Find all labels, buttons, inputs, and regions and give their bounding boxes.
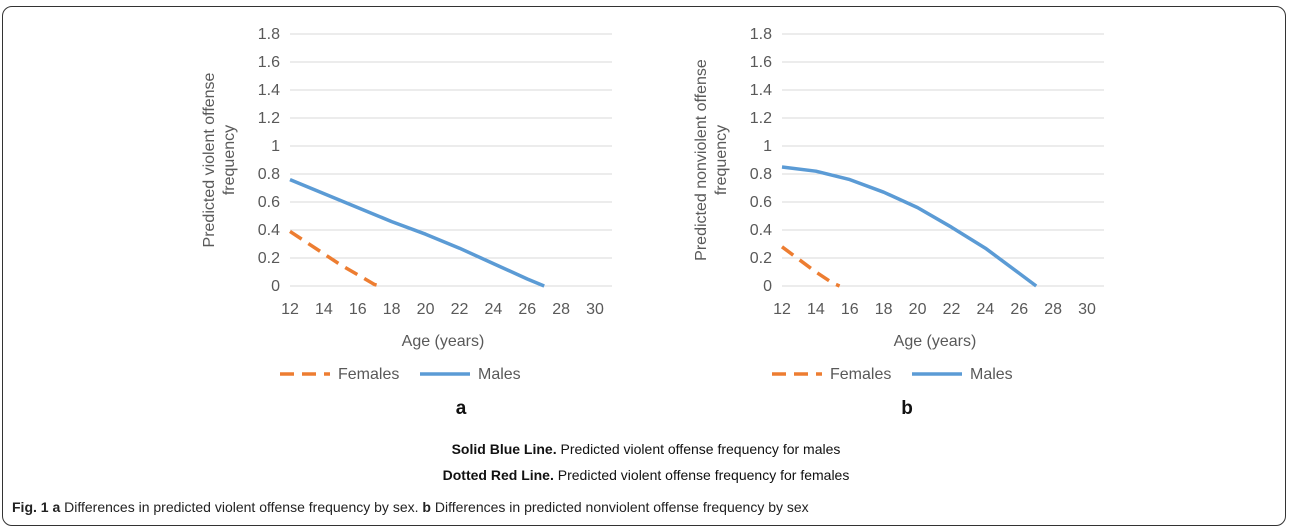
series-line-males: [781, 165, 1038, 288]
y-tick-label: 0.6: [750, 194, 772, 211]
y-axis-title-line: frequency: [713, 125, 730, 195]
legend-note-blue: Solid Blue Line. Predicted violent offen…: [0, 441, 1292, 457]
y-axis-title-line: frequency: [221, 125, 238, 195]
x-tick-label: 20: [417, 301, 435, 318]
chart-a: 0 0.2 0.4 0.6 0.8 1 1.2 1.4 1.6 1.8 12 14 16 18 20 22 24…: [201, 26, 612, 383]
x-tick-label: 26: [518, 301, 536, 318]
x-axis-title: Age (years): [402, 333, 485, 350]
y-tick-label: 0.8: [750, 166, 772, 183]
caption-fig-label: Fig. 1: [12, 499, 49, 515]
legend-label-males: Males: [970, 366, 1013, 383]
y-tick-label: 0.6: [258, 194, 280, 211]
series-line-males: [289, 177, 545, 288]
x-axis-title: Age (years): [894, 333, 977, 350]
y-tick-label: 1.8: [750, 26, 772, 43]
y-tick-label: 1.2: [750, 110, 772, 127]
caption-a-letter: a: [52, 499, 61, 515]
note-1-text: Predicted violent offense frequency for …: [556, 441, 841, 457]
y-axis-title-line: Predicted nonviolent offense: [693, 59, 710, 261]
legend-label-females: Females: [338, 366, 399, 383]
x-tick-label: 16: [841, 301, 859, 318]
caption-a-text: Differences in predicted violent offense…: [60, 499, 423, 515]
x-tick-label: 28: [1044, 301, 1062, 318]
x-tick-label: 16: [349, 301, 367, 318]
legend-label-females: Females: [830, 366, 891, 383]
y-tick-label: 1.6: [258, 54, 280, 71]
note-2-bold: Dotted Red Line.: [442, 467, 554, 483]
x-tick-label: 24: [976, 301, 994, 318]
x-tick-label: 14: [315, 301, 333, 318]
chart-b: 0 0.2 0.4 0.6 0.8 1 1.2 1.4 1.6 1.8 12 14 16 18 20 22 24…: [693, 26, 1104, 383]
figure-caption: Fig. 1 a Differences in predicted violen…: [12, 499, 809, 515]
y-tick-label: 0.4: [258, 222, 280, 239]
y-tick-label: 1.8: [258, 26, 280, 43]
y-tick-label: 1.4: [258, 82, 280, 99]
x-tick-label: 30: [1078, 301, 1096, 318]
y-axis-title-line: Predicted violent offense: [201, 72, 218, 247]
x-tick-label: 12: [281, 301, 299, 318]
y-tick-label: 0.2: [750, 250, 772, 267]
x-tick-label: 24: [484, 301, 502, 318]
y-tick-label: 1: [271, 138, 280, 155]
note-2-text: Predicted violent offense frequency for …: [553, 467, 850, 483]
y-tick-label: 1.2: [258, 110, 280, 127]
y-tick-label: 0.8: [258, 166, 280, 183]
legend-label-males: Males: [478, 366, 521, 383]
series-line-females: [780, 245, 841, 288]
y-tick-label: 1.4: [750, 82, 772, 99]
y-tick-label: 1.6: [750, 54, 772, 71]
figure-frame: [2, 6, 1286, 526]
x-tick-label: 14: [807, 301, 825, 318]
x-tick-label: 22: [943, 301, 961, 318]
y-tick-label: 0.2: [258, 250, 280, 267]
caption-b-text: Differences in predicted nonviolent offe…: [430, 499, 809, 515]
x-tick-label: 28: [552, 301, 570, 318]
panel-letter-b: b: [901, 398, 913, 419]
y-tick-label: 0.4: [750, 222, 772, 239]
x-tick-label: 18: [875, 301, 893, 318]
x-tick-label: 22: [451, 301, 469, 318]
x-tick-label: 26: [1010, 301, 1028, 318]
x-tick-label: 12: [773, 301, 791, 318]
x-tick-label: 30: [586, 301, 604, 318]
x-tick-label: 20: [909, 301, 927, 318]
caption-b-letter: b: [422, 499, 431, 515]
x-tick-label: 18: [383, 301, 401, 318]
y-tick-label: 0: [763, 278, 772, 295]
legend-note-red: Dotted Red Line. Predicted violent offen…: [0, 467, 1292, 483]
y-tick-label: 1: [763, 138, 772, 155]
note-1-bold: Solid Blue Line.: [451, 441, 557, 457]
series-line-females: [289, 229, 381, 288]
panel-letter-a: a: [455, 398, 467, 419]
y-tick-label: 0: [271, 278, 280, 295]
